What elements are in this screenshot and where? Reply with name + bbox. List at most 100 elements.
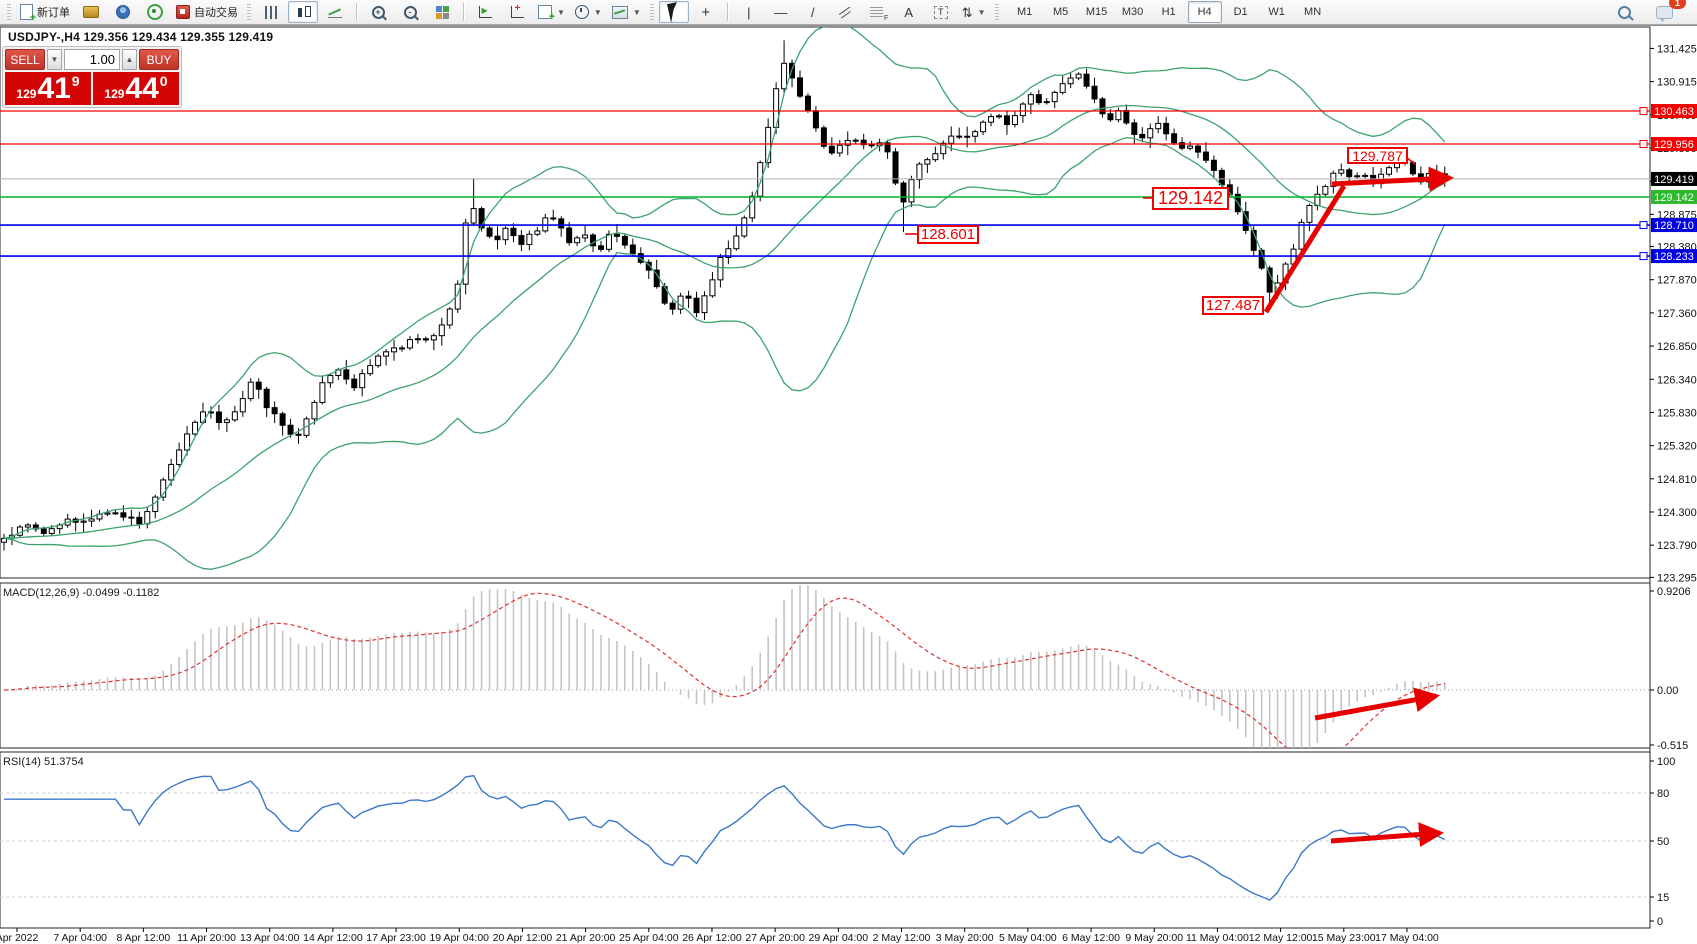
svg-text:21 Apr 20:00: 21 Apr 20:00 (556, 932, 616, 944)
zoom-out-button[interactable]: - (395, 1, 425, 23)
toolbar-grip[interactable] (7, 4, 11, 20)
text-tool-button[interactable]: A (894, 1, 924, 23)
line-chart-button[interactable] (320, 1, 350, 23)
timeframe-button-M5[interactable]: M5 (1052, 6, 1069, 18)
auto-scroll-button[interactable] (470, 1, 500, 23)
svg-text:100: 100 (1657, 756, 1675, 768)
bar-chart-button[interactable] (256, 1, 286, 23)
cursor-tool-button[interactable] (658, 1, 689, 23)
svg-text:130.915: 130.915 (1657, 77, 1697, 89)
svg-text:129.419: 129.419 (1654, 174, 1694, 186)
svg-text:129.956: 129.956 (1654, 139, 1694, 151)
arrows-tool-button[interactable]: ⇅ ▼ (958, 1, 990, 23)
toolbar-separator (463, 3, 464, 21)
price-callout-129142[interactable]: 129.142 (1152, 187, 1229, 210)
timeframe-button-H1[interactable]: H1 (1161, 6, 1176, 18)
timeframe-button-W1[interactable]: W1 (1268, 6, 1285, 18)
chart-shift-button[interactable] (502, 1, 532, 23)
volume-decrease-button[interactable]: ▼ (47, 49, 62, 70)
toolbar-grip[interactable] (649, 4, 654, 20)
candles-layer (1, 40, 1448, 551)
zoom-out-icon: - (403, 5, 417, 19)
toolbar-grip[interactable] (247, 4, 251, 20)
svg-text:11 May 04:00: 11 May 04:00 (1186, 932, 1249, 944)
search-button[interactable] (1609, 1, 1639, 23)
svg-text:19 Apr 04:00: 19 Apr 04:00 (429, 932, 489, 944)
svg-text:26 Apr 12:00: 26 Apr 12:00 (682, 932, 742, 944)
autotrading-icon (176, 5, 190, 19)
cursor-icon (666, 1, 681, 23)
sell-price-prefix: 129 (16, 87, 37, 101)
macd-indicator-label: MACD(12,26,9) -0.0499 -0.1182 (3, 587, 160, 599)
rsi-indicator-label: RSI(14) 51.3754 (3, 756, 84, 768)
svg-text:80: 80 (1657, 788, 1669, 800)
timeframe-button-M30[interactable]: M30 (1121, 6, 1144, 18)
svg-text:6 May 12:00: 6 May 12:00 (1062, 932, 1120, 944)
trendline-tool-button[interactable]: / (798, 1, 828, 23)
volume-input[interactable] (64, 49, 120, 70)
zoom-in-icon: + (371, 5, 385, 19)
toolbar-grip[interactable] (994, 4, 999, 20)
search-icon (1617, 5, 1631, 19)
crosshair-icon: + (701, 3, 711, 21)
fibonacci-tool-button[interactable]: F (862, 1, 892, 23)
mailbox-button[interactable] (76, 1, 106, 23)
chevron-down-icon: ▼ (632, 7, 641, 17)
crosshair-tool-button[interactable]: + (691, 1, 721, 23)
timeframe-button-D1[interactable]: D1 (1233, 6, 1248, 18)
svg-text:15: 15 (1657, 892, 1669, 904)
new-order-label: 新订单 (37, 7, 70, 19)
sell-button[interactable]: SELL (5, 49, 45, 70)
periods-button[interactable]: ▼ (571, 1, 606, 23)
buy-button[interactable]: BUY (139, 49, 179, 70)
timeframe-button-H4[interactable]: H4 (1187, 1, 1222, 23)
svg-text:12 May 12:00: 12 May 12:00 (1249, 932, 1313, 944)
svg-text:125.320: 125.320 (1657, 441, 1697, 453)
text-label-icon: T (933, 5, 948, 19)
text-label-tool-button[interactable]: T (926, 1, 956, 23)
volume-increase-button[interactable]: ▲ (122, 49, 137, 70)
notifications-button[interactable]: 1 (1649, 0, 1686, 23)
indicators-button[interactable]: ▼ (534, 1, 569, 23)
horizontal-line-tool-button[interactable]: — (766, 1, 796, 23)
svg-text:0: 0 (1657, 916, 1663, 928)
timeframe-button-M1[interactable]: M1 (1016, 6, 1033, 18)
zoom-in-button[interactable]: + (363, 1, 393, 23)
channel-tool-button[interactable]: E (830, 1, 860, 23)
price-callout-129787[interactable]: 129.787 (1347, 147, 1408, 164)
timeframe-button-M15[interactable]: M15 (1085, 6, 1108, 18)
new-order-icon (20, 4, 36, 24)
toolbar: 新订单 自动交易 + - ▼ ▼ ▼ + | — / E F A T ⇅▼ M1… (0, 0, 1697, 25)
timeframe-group: M1 M5 M15 M30 H1 H4 D1 W1 MN (1008, 1, 1330, 23)
autotrading-label: 自动交易 (194, 7, 238, 19)
notification-badge: 1 (1669, 0, 1686, 9)
community-button[interactable] (108, 1, 138, 23)
svg-text:125.830: 125.830 (1657, 407, 1697, 419)
signals-button[interactable] (140, 1, 170, 23)
time-axis[interactable]: Apr 2022 7 Apr 04:00 8 Apr 12:00 11 Apr 20:… (0, 928, 1439, 944)
svg-text:124.810: 124.810 (1657, 474, 1697, 486)
line-chart-icon (328, 7, 342, 18)
templates-button[interactable]: ▼ (608, 1, 645, 23)
svg-text:50: 50 (1657, 836, 1669, 848)
price-callout-128601[interactable]: 128.601 (917, 225, 979, 244)
new-order-button[interactable]: 新订单 (16, 1, 74, 24)
svg-text:17 Apr 23:00: 17 Apr 23:00 (366, 932, 426, 944)
tile-windows-button[interactable] (427, 1, 457, 23)
svg-text:Apr 2022: Apr 2022 (0, 932, 38, 944)
svg-text:25 Apr 04:00: 25 Apr 04:00 (619, 932, 679, 944)
chat-bubble-icon (1655, 5, 1673, 22)
horizontal-line-objects[interactable]: 130.463 129.956 129.419 129.142 128.710 128.2… (0, 104, 1697, 264)
trend-arrows[interactable] (905, 157, 1454, 848)
svg-text:128.233: 128.233 (1654, 251, 1694, 263)
buy-price-display[interactable]: 129 44 0 (93, 72, 179, 105)
timeframe-button-MN[interactable]: MN (1304, 6, 1322, 18)
community-icon (116, 5, 130, 19)
autotrading-button[interactable]: 自动交易 (172, 1, 242, 23)
price-callout-127487[interactable]: 127.487 (1202, 296, 1264, 315)
vertical-line-tool-button[interactable]: | (734, 1, 764, 23)
sell-price-display[interactable]: 129 41 9 (5, 72, 91, 105)
candlestick-chart-icon (297, 5, 311, 17)
candlestick-chart-button[interactable] (288, 1, 318, 23)
